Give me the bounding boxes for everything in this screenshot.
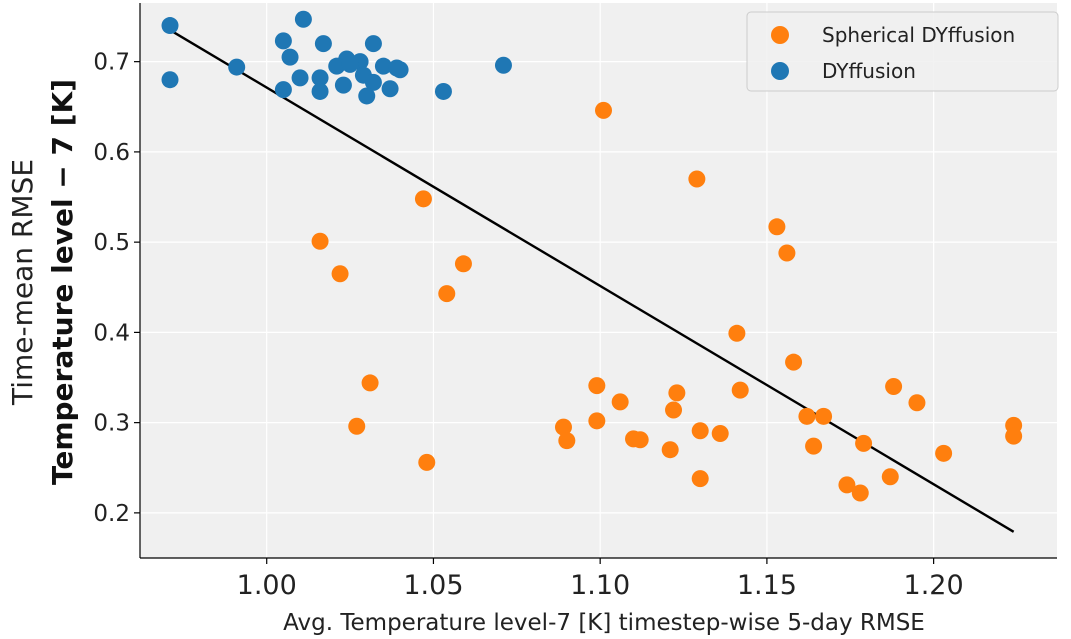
data-point	[228, 58, 246, 76]
data-point	[311, 82, 329, 100]
data-point	[688, 170, 706, 188]
data-point	[358, 87, 376, 105]
legend-marker	[771, 62, 789, 80]
data-point	[311, 69, 329, 87]
x-tick-label: 1.15	[737, 570, 797, 601]
data-point	[665, 401, 683, 419]
data-point	[348, 417, 366, 435]
data-point	[438, 285, 456, 303]
data-point	[494, 56, 512, 74]
series-dyffusion	[161, 10, 512, 105]
data-point	[778, 244, 796, 262]
x-tick-label: 1.00	[237, 570, 297, 601]
data-point	[454, 255, 472, 273]
data-point	[691, 422, 709, 440]
data-point	[161, 71, 179, 89]
data-point	[274, 81, 292, 99]
data-point	[414, 190, 432, 208]
data-point	[805, 437, 823, 455]
data-point	[381, 80, 399, 98]
data-point	[361, 374, 379, 392]
data-point	[815, 407, 833, 425]
data-point	[434, 82, 452, 100]
legend-label: DYffusion	[822, 59, 916, 83]
legend-label: Spherical DYffusion	[822, 23, 1015, 47]
data-point	[668, 384, 686, 402]
data-point	[728, 324, 746, 342]
y-axis-label-line1: Time-mean RMSE	[6, 159, 39, 406]
data-point	[161, 17, 179, 35]
data-point	[768, 218, 786, 236]
data-point	[731, 381, 749, 399]
data-point	[588, 377, 606, 395]
data-point	[595, 101, 613, 119]
y-axis-ticks: 0.2 0.3 0.4 0.5 0.6 0.7	[93, 50, 140, 527]
data-point	[711, 424, 729, 442]
y-axis-label: Time-mean RMSE Temperature level − 7 [K]	[6, 79, 79, 485]
y-tick-label: 0.7	[93, 50, 130, 76]
data-point	[908, 394, 926, 412]
legend: Spherical DYffusion DYffusion	[746, 11, 1059, 92]
data-point	[885, 378, 903, 396]
x-axis-ticks: 1.00 1.05 1.10 1.15 1.20	[237, 558, 964, 601]
y-tick-label: 0.2	[93, 501, 130, 527]
data-point	[881, 468, 899, 486]
data-point	[388, 59, 406, 77]
x-tick-label: 1.05	[403, 570, 463, 601]
data-point	[588, 412, 606, 430]
data-point	[611, 393, 629, 411]
data-point	[935, 444, 953, 462]
x-tick-label: 1.20	[904, 570, 964, 601]
data-point	[331, 265, 349, 283]
y-tick-label: 0.3	[93, 411, 130, 437]
series-spherical-dyffusion	[311, 101, 1023, 502]
data-point	[838, 476, 856, 494]
data-point	[1005, 427, 1023, 445]
data-point	[691, 470, 709, 488]
data-point	[274, 32, 292, 50]
data-point	[418, 453, 436, 471]
data-point	[851, 484, 869, 502]
y-tick-label: 0.6	[93, 140, 130, 166]
data-point	[311, 232, 329, 250]
data-point	[554, 418, 572, 436]
data-point	[364, 35, 382, 53]
data-point	[374, 57, 392, 75]
data-point	[328, 57, 346, 75]
data-point	[314, 35, 332, 53]
y-axis-label-line2: Temperature level − 7 [K]	[46, 79, 79, 485]
data-point	[291, 69, 309, 87]
y-tick-label: 0.4	[93, 320, 130, 346]
regression-line	[169, 29, 1015, 533]
data-point	[785, 353, 803, 371]
y-tick-label: 0.5	[93, 230, 130, 256]
data-point	[631, 431, 649, 449]
legend-box	[746, 11, 1059, 92]
data-point	[661, 441, 679, 459]
data-point	[281, 48, 299, 66]
data-point	[364, 73, 382, 91]
data-point	[798, 407, 816, 425]
x-axis-label: Avg. Temperature level-7 [K] timestep-wi…	[283, 610, 925, 636]
data-point	[855, 434, 873, 452]
data-point	[334, 76, 352, 94]
data-point	[558, 432, 576, 450]
legend-marker	[771, 26, 789, 44]
plot-area	[139, 3, 1057, 559]
data-point	[341, 55, 359, 73]
data-point	[294, 10, 312, 28]
x-tick-label: 1.10	[570, 570, 630, 601]
